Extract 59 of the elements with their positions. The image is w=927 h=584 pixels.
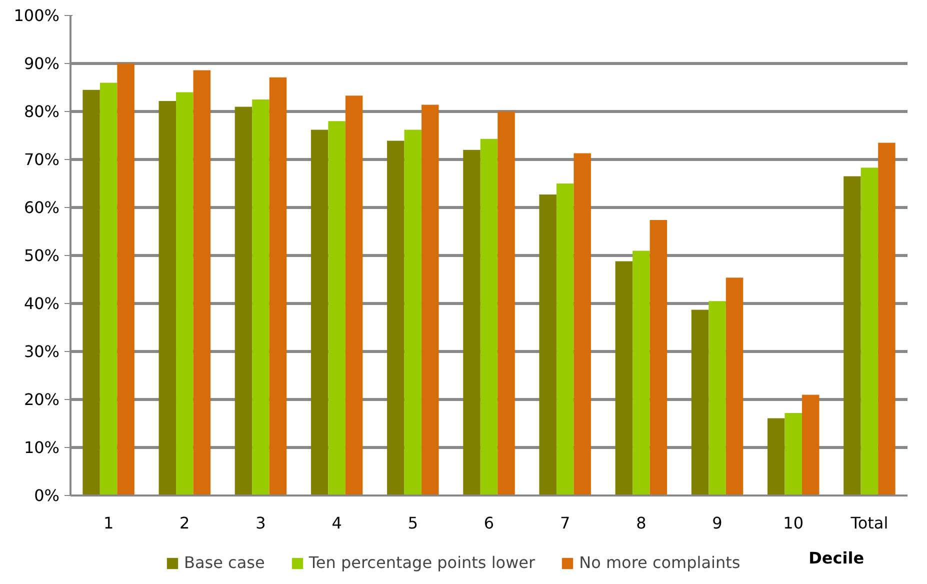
x-tick-label: 6 <box>484 514 494 532</box>
legend-label: Base case <box>184 553 265 572</box>
bar <box>498 112 515 496</box>
y-tick-label: 10% <box>24 438 60 457</box>
bar <box>767 418 785 496</box>
x-tick-label: 9 <box>712 514 722 532</box>
x-tick-label: 1 <box>103 514 114 532</box>
bar <box>117 64 134 496</box>
bar <box>615 261 633 496</box>
x-tick-label: 3 <box>256 514 266 532</box>
bar <box>387 140 404 496</box>
bar <box>708 301 726 496</box>
y-tick-label: 90% <box>24 54 60 73</box>
bar <box>252 100 270 496</box>
x-tick-label: 2 <box>180 514 190 532</box>
bar <box>784 412 802 496</box>
x-tick-label: 7 <box>560 514 570 532</box>
bar <box>650 220 668 496</box>
y-tick-label: 50% <box>24 246 60 265</box>
legend-label: Ten percentage points lower <box>308 553 536 572</box>
x-tick-label: 4 <box>332 514 342 532</box>
y-tick-label: 30% <box>24 342 60 361</box>
y-tick-label: 70% <box>24 150 60 169</box>
x-tick-label: Total <box>850 514 888 532</box>
x-tick-label: 10 <box>783 514 804 532</box>
bar <box>82 90 100 496</box>
bar <box>574 153 591 496</box>
bar <box>726 278 744 496</box>
bar <box>691 310 709 496</box>
bar <box>878 142 896 496</box>
bar <box>100 82 118 496</box>
bar <box>860 168 878 496</box>
bar <box>556 184 574 496</box>
y-tick-label: 40% <box>24 294 60 313</box>
x-axis-title: Decile <box>808 548 864 568</box>
bar <box>422 104 439 496</box>
bar <box>269 77 287 496</box>
bar <box>404 130 422 496</box>
y-tick-label: 80% <box>24 102 60 121</box>
x-tick-label: 5 <box>408 514 418 532</box>
bar <box>802 394 820 496</box>
bar <box>844 176 861 496</box>
x-tick-label: 8 <box>636 514 646 532</box>
bar <box>158 100 176 496</box>
bar <box>310 130 328 496</box>
y-tick-label: 0% <box>34 486 60 505</box>
bar <box>463 150 480 496</box>
legend-label: No more complaints <box>579 553 740 572</box>
bar <box>328 121 346 496</box>
y-tick-label: 60% <box>24 198 60 217</box>
bar <box>234 106 252 496</box>
bar <box>176 92 194 496</box>
bar <box>345 96 363 496</box>
y-tick-label: 100% <box>14 6 60 25</box>
bar <box>193 70 211 496</box>
bar <box>480 138 498 496</box>
y-tick-label: 20% <box>24 390 60 409</box>
bar <box>539 194 556 496</box>
bar <box>632 250 650 496</box>
